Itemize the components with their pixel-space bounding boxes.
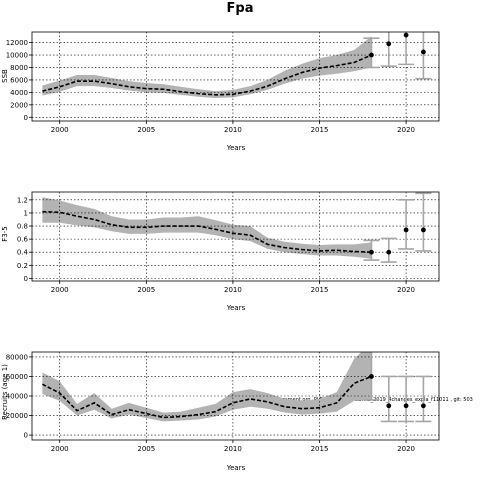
x-tick-label: 2000: [51, 286, 69, 294]
x-tick-label: 2015: [311, 126, 329, 134]
x-tick-label: 2000: [51, 445, 69, 453]
x-tick-label: 2005: [137, 286, 155, 294]
plot-area: [32, 352, 439, 440]
ssb-x-axis-label: Years: [226, 144, 246, 152]
ssb-y-axis-label: SSB: [1, 69, 9, 83]
axes-frame: [31, 31, 440, 122]
x-tick-label: 2015: [311, 286, 329, 294]
forecast-point: [386, 249, 392, 255]
x-tick-label: 2020: [397, 286, 415, 294]
forecast-point: [403, 403, 409, 409]
y-tick-label: 6000: [10, 76, 28, 84]
f-y-axis-label: F3-5: [1, 226, 9, 241]
forecast-point: [369, 374, 374, 379]
f-panel: F3-5 Years 2000 2005 2010 2015 2020 0 0.2 0.4 0.…: [1, 191, 440, 312]
recruit-panel: Recruits (age 1) Years stockassessment.o…: [1, 351, 473, 472]
x-tick-label: 2010: [224, 286, 242, 294]
confidence-band: [42, 352, 372, 422]
y-tick-label: 0.6: [17, 236, 29, 244]
estimate-line: [42, 54, 372, 96]
y-tick-label: 1.2: [17, 196, 28, 204]
x-tick-label: 2000: [51, 126, 69, 134]
y-tick-label: 2000: [10, 101, 28, 109]
ssb-panel: SSB Years 2000 2005 2010 2015 2020 0 2000 4000 6…: [1, 31, 440, 152]
y-tick-label: 1: [24, 209, 28, 217]
y-tick-label: 8000: [10, 64, 28, 72]
y-tick-label: 40000: [6, 393, 28, 401]
y-tick-label: 60000: [6, 373, 28, 381]
y-tick-label: 12000: [6, 39, 28, 47]
y-tick-label: 0: [24, 114, 28, 122]
recruit-x-axis-label: Years: [226, 464, 246, 472]
x-tick-label: 2015: [311, 445, 329, 453]
recruit-y-axis-label: Recruits (age 1): [1, 364, 9, 420]
forecast-point: [386, 41, 392, 47]
forecast-point: [403, 32, 409, 38]
y-tick-label: 4000: [10, 89, 28, 97]
f-x-axis-label: Years: [226, 304, 246, 312]
x-tick-label: 2020: [397, 126, 415, 134]
x-tick-label: 2010: [224, 445, 242, 453]
forecast-point: [403, 227, 409, 233]
x-tick-label: 2005: [137, 445, 155, 453]
x-tick-label: 2020: [397, 445, 415, 453]
y-tick-label: 20000: [6, 412, 28, 420]
y-tick-label: 80000: [6, 353, 28, 361]
main-title: Fpa: [227, 1, 254, 16]
plot-area: [32, 32, 439, 121]
axes-frame: [31, 191, 440, 282]
y-tick-label: 0.2: [17, 262, 28, 270]
forecast-point: [369, 52, 374, 58]
x-tick-label: 2010: [224, 126, 242, 134]
estimate-line: [42, 375, 372, 419]
y-tick-label: 0.8: [17, 223, 28, 231]
confidence-band: [42, 36, 372, 98]
y-tick-label: 0.4: [17, 249, 29, 257]
forecast-point: [369, 249, 374, 255]
forecast-point: [421, 227, 426, 233]
plot-area: [32, 192, 439, 281]
x-tick-label: 2005: [137, 126, 155, 134]
forecast-point: [386, 403, 392, 409]
forecast-point: [421, 49, 426, 55]
y-tick-label: 0: [24, 432, 28, 440]
y-tick-label: 10000: [6, 52, 28, 60]
y-tick-label: 0: [24, 275, 28, 283]
confidence-band: [42, 197, 372, 259]
estimate-line: [42, 210, 372, 254]
forecast-point: [421, 403, 426, 409]
